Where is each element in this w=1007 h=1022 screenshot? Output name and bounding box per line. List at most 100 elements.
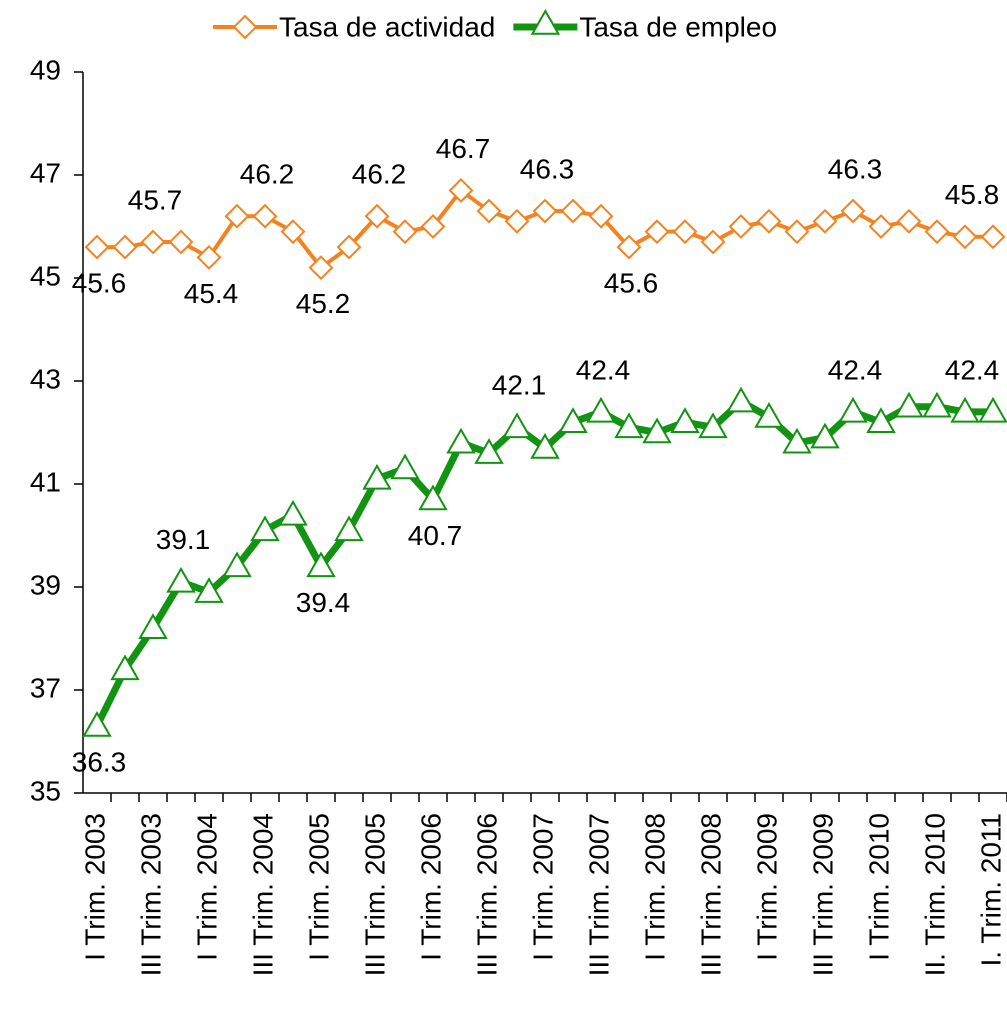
data-point <box>502 412 532 439</box>
data-point <box>642 417 672 444</box>
data-point <box>474 438 504 464</box>
y-tick-label: 39 <box>30 569 61 600</box>
data-label: 46.2 <box>352 159 407 190</box>
data-point <box>728 214 754 239</box>
legend-marker <box>232 14 258 40</box>
x-tick-label: I. Trim. 2011 <box>975 813 1006 967</box>
data-point <box>112 234 138 260</box>
data-point <box>420 214 446 239</box>
data-label: 46.3 <box>520 153 575 184</box>
data-point <box>924 219 950 245</box>
data-point <box>560 198 586 224</box>
x-tick-label: III Trim. 2007 <box>583 813 614 976</box>
data-point <box>390 453 420 480</box>
data-point <box>726 386 756 413</box>
data-label: 46.2 <box>240 159 295 190</box>
data-point <box>810 422 840 449</box>
data-point <box>896 208 922 234</box>
data-point <box>82 711 112 737</box>
data-point <box>838 396 868 423</box>
data-point <box>616 234 642 260</box>
data-label: 36.3 <box>72 746 127 777</box>
x-tick-label: III Trim. 2005 <box>359 813 390 976</box>
data-point <box>866 407 896 433</box>
data-point <box>644 219 670 245</box>
data-point <box>196 244 222 270</box>
legend-marker <box>530 8 561 35</box>
data-label: 45.4 <box>184 278 239 309</box>
data-point <box>894 391 924 418</box>
data-label: 45.8 <box>945 179 1000 210</box>
data-label: 39.4 <box>296 587 351 618</box>
data-point <box>224 203 250 229</box>
data-label: 42.4 <box>945 354 1000 385</box>
data-point <box>670 407 700 433</box>
y-tick-label: 37 <box>30 672 61 703</box>
data-point <box>978 396 1007 423</box>
data-point <box>194 577 224 603</box>
legend-item: Tasa de actividad <box>213 11 495 42</box>
data-point <box>672 219 698 245</box>
data-point <box>250 515 280 542</box>
data-point <box>782 427 812 454</box>
data-label: 39.1 <box>156 524 211 555</box>
data-point <box>446 427 476 454</box>
data-point <box>558 407 588 433</box>
x-tick-label: III Trim. 2004 <box>247 813 278 976</box>
x-tick-label: II. Trim. 2010 <box>919 813 950 976</box>
y-tick-label: 43 <box>30 363 61 394</box>
legend-label: Tasa de actividad <box>279 11 495 42</box>
data-label: 45.7 <box>128 184 183 215</box>
x-tick-label: I Trim. 2008 <box>639 813 670 961</box>
data-point <box>140 229 166 255</box>
data-point <box>362 463 392 490</box>
data-point <box>138 613 168 639</box>
data-point <box>448 178 474 203</box>
x-tick-label: I Trim. 2009 <box>751 813 782 961</box>
data-label: 46.7 <box>436 133 491 164</box>
data-point <box>84 234 110 260</box>
x-tick-label: III Trim. 2008 <box>695 813 726 976</box>
data-point <box>336 234 362 260</box>
data-point <box>476 198 502 224</box>
data-point <box>950 396 980 423</box>
x-tick-label: III Trim. 2009 <box>807 813 838 976</box>
data-point <box>334 515 364 542</box>
data-point <box>840 198 866 224</box>
data-label: 46.3 <box>828 153 883 184</box>
x-tick-label: I Trim. 2004 <box>191 813 222 961</box>
data-point <box>278 499 308 526</box>
legend-label: Tasa de empleo <box>579 11 777 42</box>
data-label: 42.1 <box>492 370 547 401</box>
data-point <box>812 208 838 234</box>
data-point <box>614 412 644 439</box>
data-point <box>530 432 560 459</box>
data-point <box>418 484 448 511</box>
data-point <box>392 219 418 245</box>
x-tick-label: III Trim. 2003 <box>135 813 166 976</box>
data-label: 40.7 <box>408 520 463 551</box>
data-point <box>700 229 726 255</box>
legend-item: Tasa de empleo <box>513 8 777 42</box>
x-tick-label: I Trim. 2010 <box>863 813 894 961</box>
data-point <box>868 214 894 239</box>
y-tick-label: 35 <box>30 775 61 806</box>
data-label: 45.6 <box>604 267 659 298</box>
x-tick-label: I Trim. 2007 <box>527 813 558 961</box>
data-point <box>952 224 978 250</box>
y-tick-label: 41 <box>30 466 61 497</box>
data-point <box>222 551 252 578</box>
data-point <box>504 208 530 234</box>
data-point <box>756 208 782 234</box>
x-tick-label: III Trim. 2006 <box>471 813 502 976</box>
data-point <box>532 198 558 224</box>
data-point <box>588 203 614 229</box>
y-tick-label: 49 <box>30 54 61 85</box>
data-point <box>922 391 952 418</box>
y-tick-label: 47 <box>30 157 61 188</box>
data-label: 45.6 <box>72 267 127 298</box>
data-point <box>754 402 784 428</box>
data-point <box>784 219 810 245</box>
data-label: 45.2 <box>296 288 351 319</box>
